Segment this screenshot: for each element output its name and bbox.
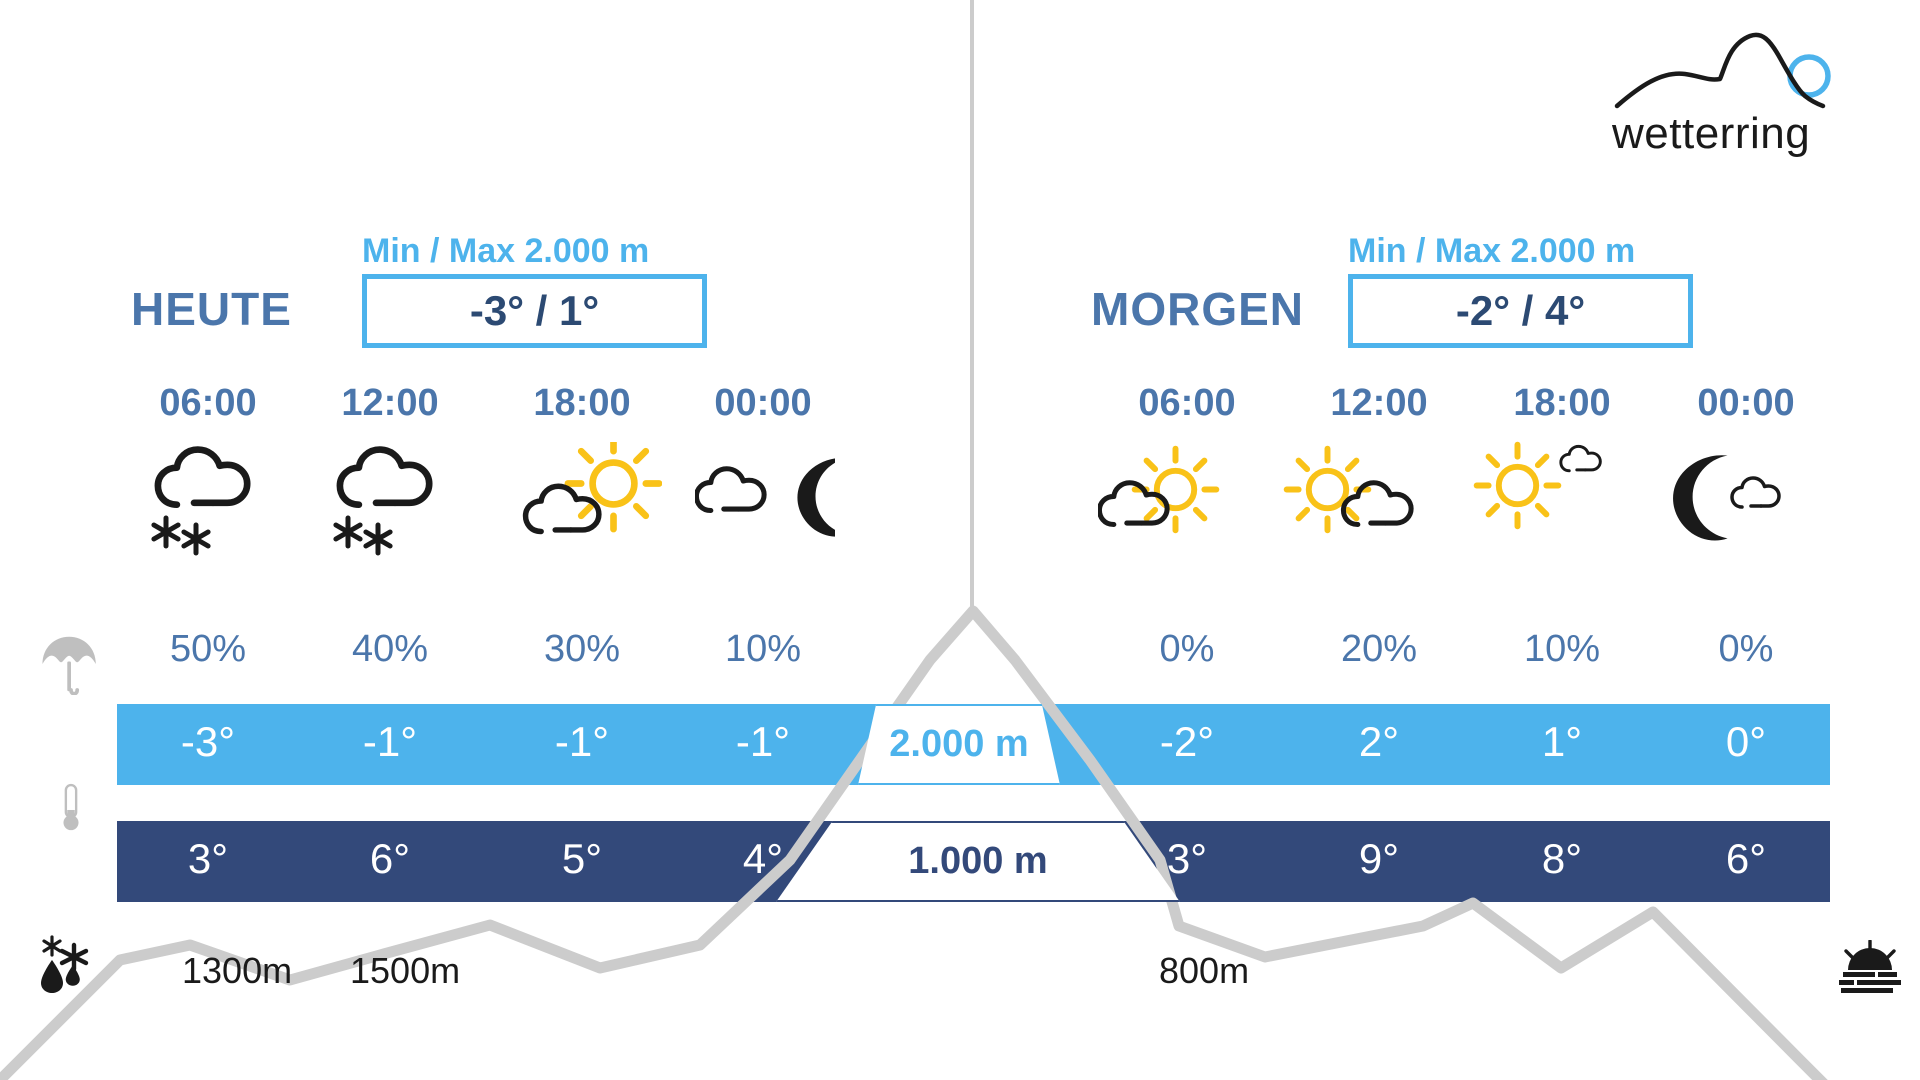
svg-text:wetterring: wetterring bbox=[1612, 109, 1810, 158]
